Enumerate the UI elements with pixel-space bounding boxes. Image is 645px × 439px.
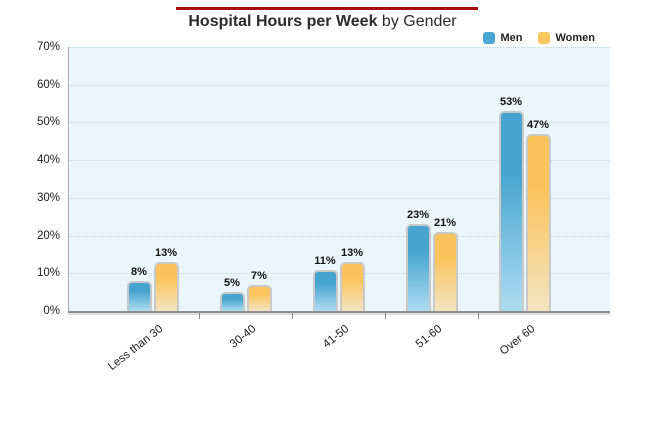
- gridline-40%: [69, 160, 610, 162]
- bar-women-3: [339, 262, 365, 311]
- x-category-label: 41-50: [320, 323, 351, 351]
- page-title: Hospital Hours per Week by Gender: [0, 13, 645, 31]
- title-accent-line: [176, 7, 478, 10]
- legend-label: Women: [555, 32, 595, 44]
- bar-value-label: 8%: [131, 266, 147, 278]
- x-axis-tick: [478, 313, 479, 319]
- bar-value-label: 11%: [314, 255, 336, 267]
- x-category-label: 30-40: [227, 323, 258, 351]
- y-tick-label: 0%: [43, 305, 60, 317]
- bar-value-label: 47%: [526, 119, 550, 131]
- chart-legend: Men Women: [483, 32, 595, 44]
- y-tick-label: 30%: [36, 191, 60, 204]
- bar-men-2: [219, 292, 245, 311]
- bar-value-label: 23%: [406, 209, 430, 221]
- gridline-20%: [69, 235, 610, 237]
- bar-value-label: 13%: [154, 247, 178, 259]
- gridline-30%: [69, 197, 610, 199]
- bar-women-5: [525, 134, 551, 311]
- gridline-50%: [69, 122, 610, 124]
- bar-men-5: [498, 111, 524, 311]
- bar-value-label: 7%: [251, 270, 267, 282]
- bar-value-label: 13%: [340, 247, 364, 259]
- bar-men-4: [405, 224, 431, 311]
- x-axis-line: [68, 311, 610, 313]
- x-axis-tick: [199, 313, 200, 319]
- title-main-text: Hospital Hours per Week: [188, 13, 378, 30]
- legend-swatch-icon: [483, 32, 496, 44]
- x-category-label: Less than 30: [105, 323, 165, 374]
- bar-value-label: 21%: [433, 217, 457, 229]
- legend-swatch-icon: [538, 32, 551, 44]
- y-tick-label: 50%: [36, 116, 60, 129]
- bar-value-label: 53%: [499, 96, 523, 108]
- legend-label: Men: [500, 32, 523, 44]
- gridline-60%: [69, 84, 610, 86]
- bar-women-2: [246, 285, 272, 311]
- y-tick-label: 20%: [36, 229, 60, 242]
- bar-women-1: [153, 262, 179, 311]
- legend-item-men: Men: [483, 32, 522, 44]
- x-category-label: Over 60: [497, 323, 537, 358]
- legend-item-women: Women: [538, 32, 595, 44]
- x-axis-tick: [292, 313, 293, 319]
- gridline-70%: [69, 47, 610, 48]
- bar-value-label: 5%: [224, 277, 240, 289]
- bar-men-1: [126, 281, 152, 311]
- x-axis-tick: [385, 313, 386, 319]
- y-tick-label: 10%: [36, 267, 60, 280]
- y-tick-label: 70%: [36, 41, 60, 53]
- y-axis-line: [68, 47, 69, 311]
- title-suffix-text: by Gender: [377, 13, 457, 30]
- bar-women-4: [432, 232, 458, 311]
- y-tick-label: 60%: [36, 78, 60, 91]
- y-tick-label: 40%: [36, 154, 60, 167]
- x-category-label: 51-60: [413, 323, 444, 351]
- bar-men-3: [312, 270, 338, 311]
